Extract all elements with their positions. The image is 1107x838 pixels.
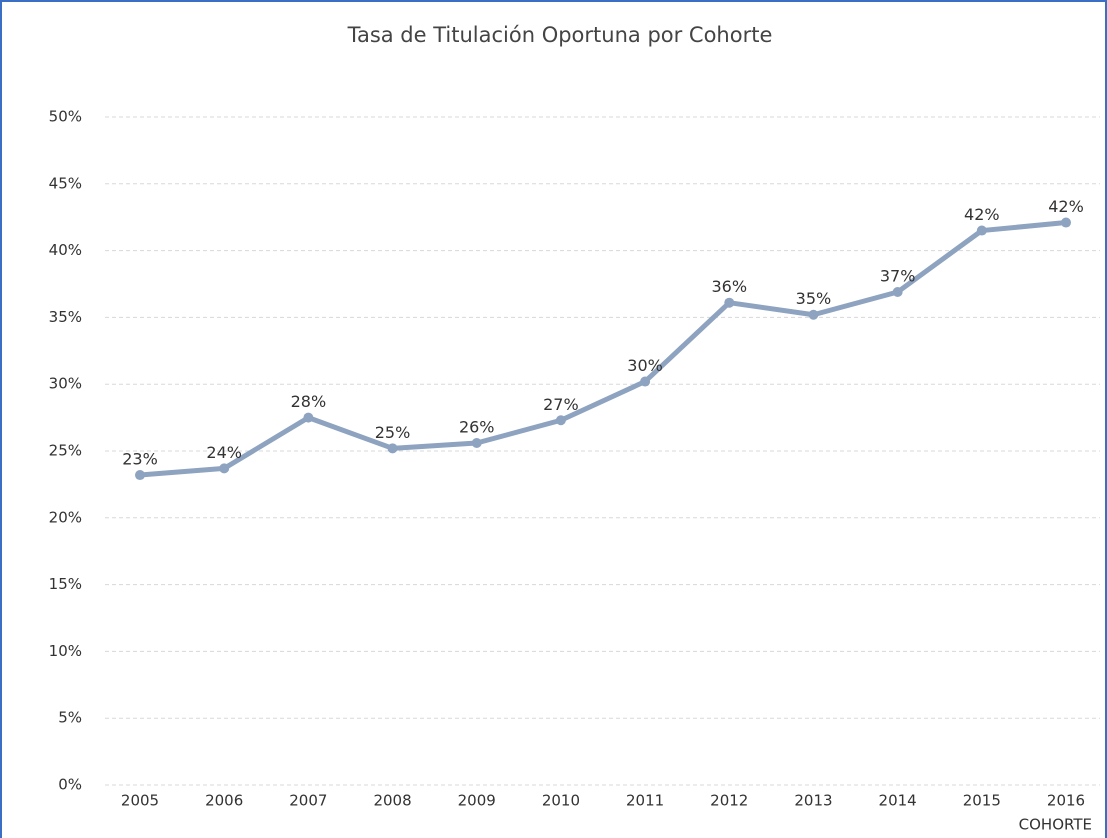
- point: [724, 297, 735, 308]
- x-axis-label: COHORTE: [1019, 816, 1092, 834]
- y-tick-label: 25%: [49, 442, 82, 460]
- x-tick-label: 2006: [205, 792, 243, 810]
- x-tick-label: 2009: [458, 792, 496, 810]
- data-label: 30%: [627, 356, 663, 375]
- x-tick-label: 2012: [710, 792, 748, 810]
- x-tick-label: 2014: [879, 792, 917, 810]
- point: [219, 463, 230, 474]
- data-label: 35%: [796, 289, 832, 308]
- y-tick-label: 45%: [49, 174, 82, 192]
- line: [139, 220, 1067, 478]
- point: [135, 470, 145, 481]
- data-label: 42%: [964, 205, 1000, 224]
- data-label: 23%: [122, 450, 158, 469]
- y-tick-label: 5%: [58, 709, 82, 727]
- data-label: 27%: [543, 395, 579, 414]
- data-label: 25%: [375, 423, 411, 442]
- x-tick-label: 2005: [121, 792, 159, 810]
- x-tick-label: 2016: [1047, 792, 1085, 810]
- data-label: 24%: [206, 443, 242, 462]
- chart-title: Tasa de Titulación Oportuna por Cohorte: [347, 23, 773, 47]
- point: [808, 309, 819, 320]
- point: [303, 412, 314, 423]
- point: [640, 376, 651, 387]
- y-tick-label: 20%: [49, 508, 82, 526]
- point: [387, 443, 398, 454]
- point: [1061, 217, 1071, 228]
- y-tick-label: 0%: [58, 776, 82, 794]
- x-tick-label: 2008: [373, 792, 411, 810]
- point: [471, 437, 482, 448]
- y-tick-label: 40%: [49, 241, 82, 259]
- y-tick-label: 50%: [49, 108, 82, 126]
- x-tick-label: 2010: [542, 792, 580, 810]
- point: [555, 415, 566, 426]
- point: [892, 287, 903, 298]
- y-tick-label: 15%: [49, 575, 82, 593]
- x-tick-label: 2007: [289, 792, 327, 810]
- y-tick-label: 30%: [49, 375, 82, 393]
- y-tick-label: 10%: [49, 642, 82, 660]
- point: [976, 225, 987, 236]
- data-label: 26%: [459, 417, 495, 436]
- data-label: 37%: [880, 267, 916, 286]
- x-tick-label: 2015: [963, 792, 1001, 810]
- x-tick-label: 2013: [794, 792, 832, 810]
- data-label: 28%: [291, 392, 327, 411]
- y-tick-label: 35%: [49, 308, 82, 326]
- data-label: 36%: [711, 277, 747, 296]
- data-label: 42%: [1048, 197, 1084, 216]
- x-tick-label: 2011: [626, 792, 664, 810]
